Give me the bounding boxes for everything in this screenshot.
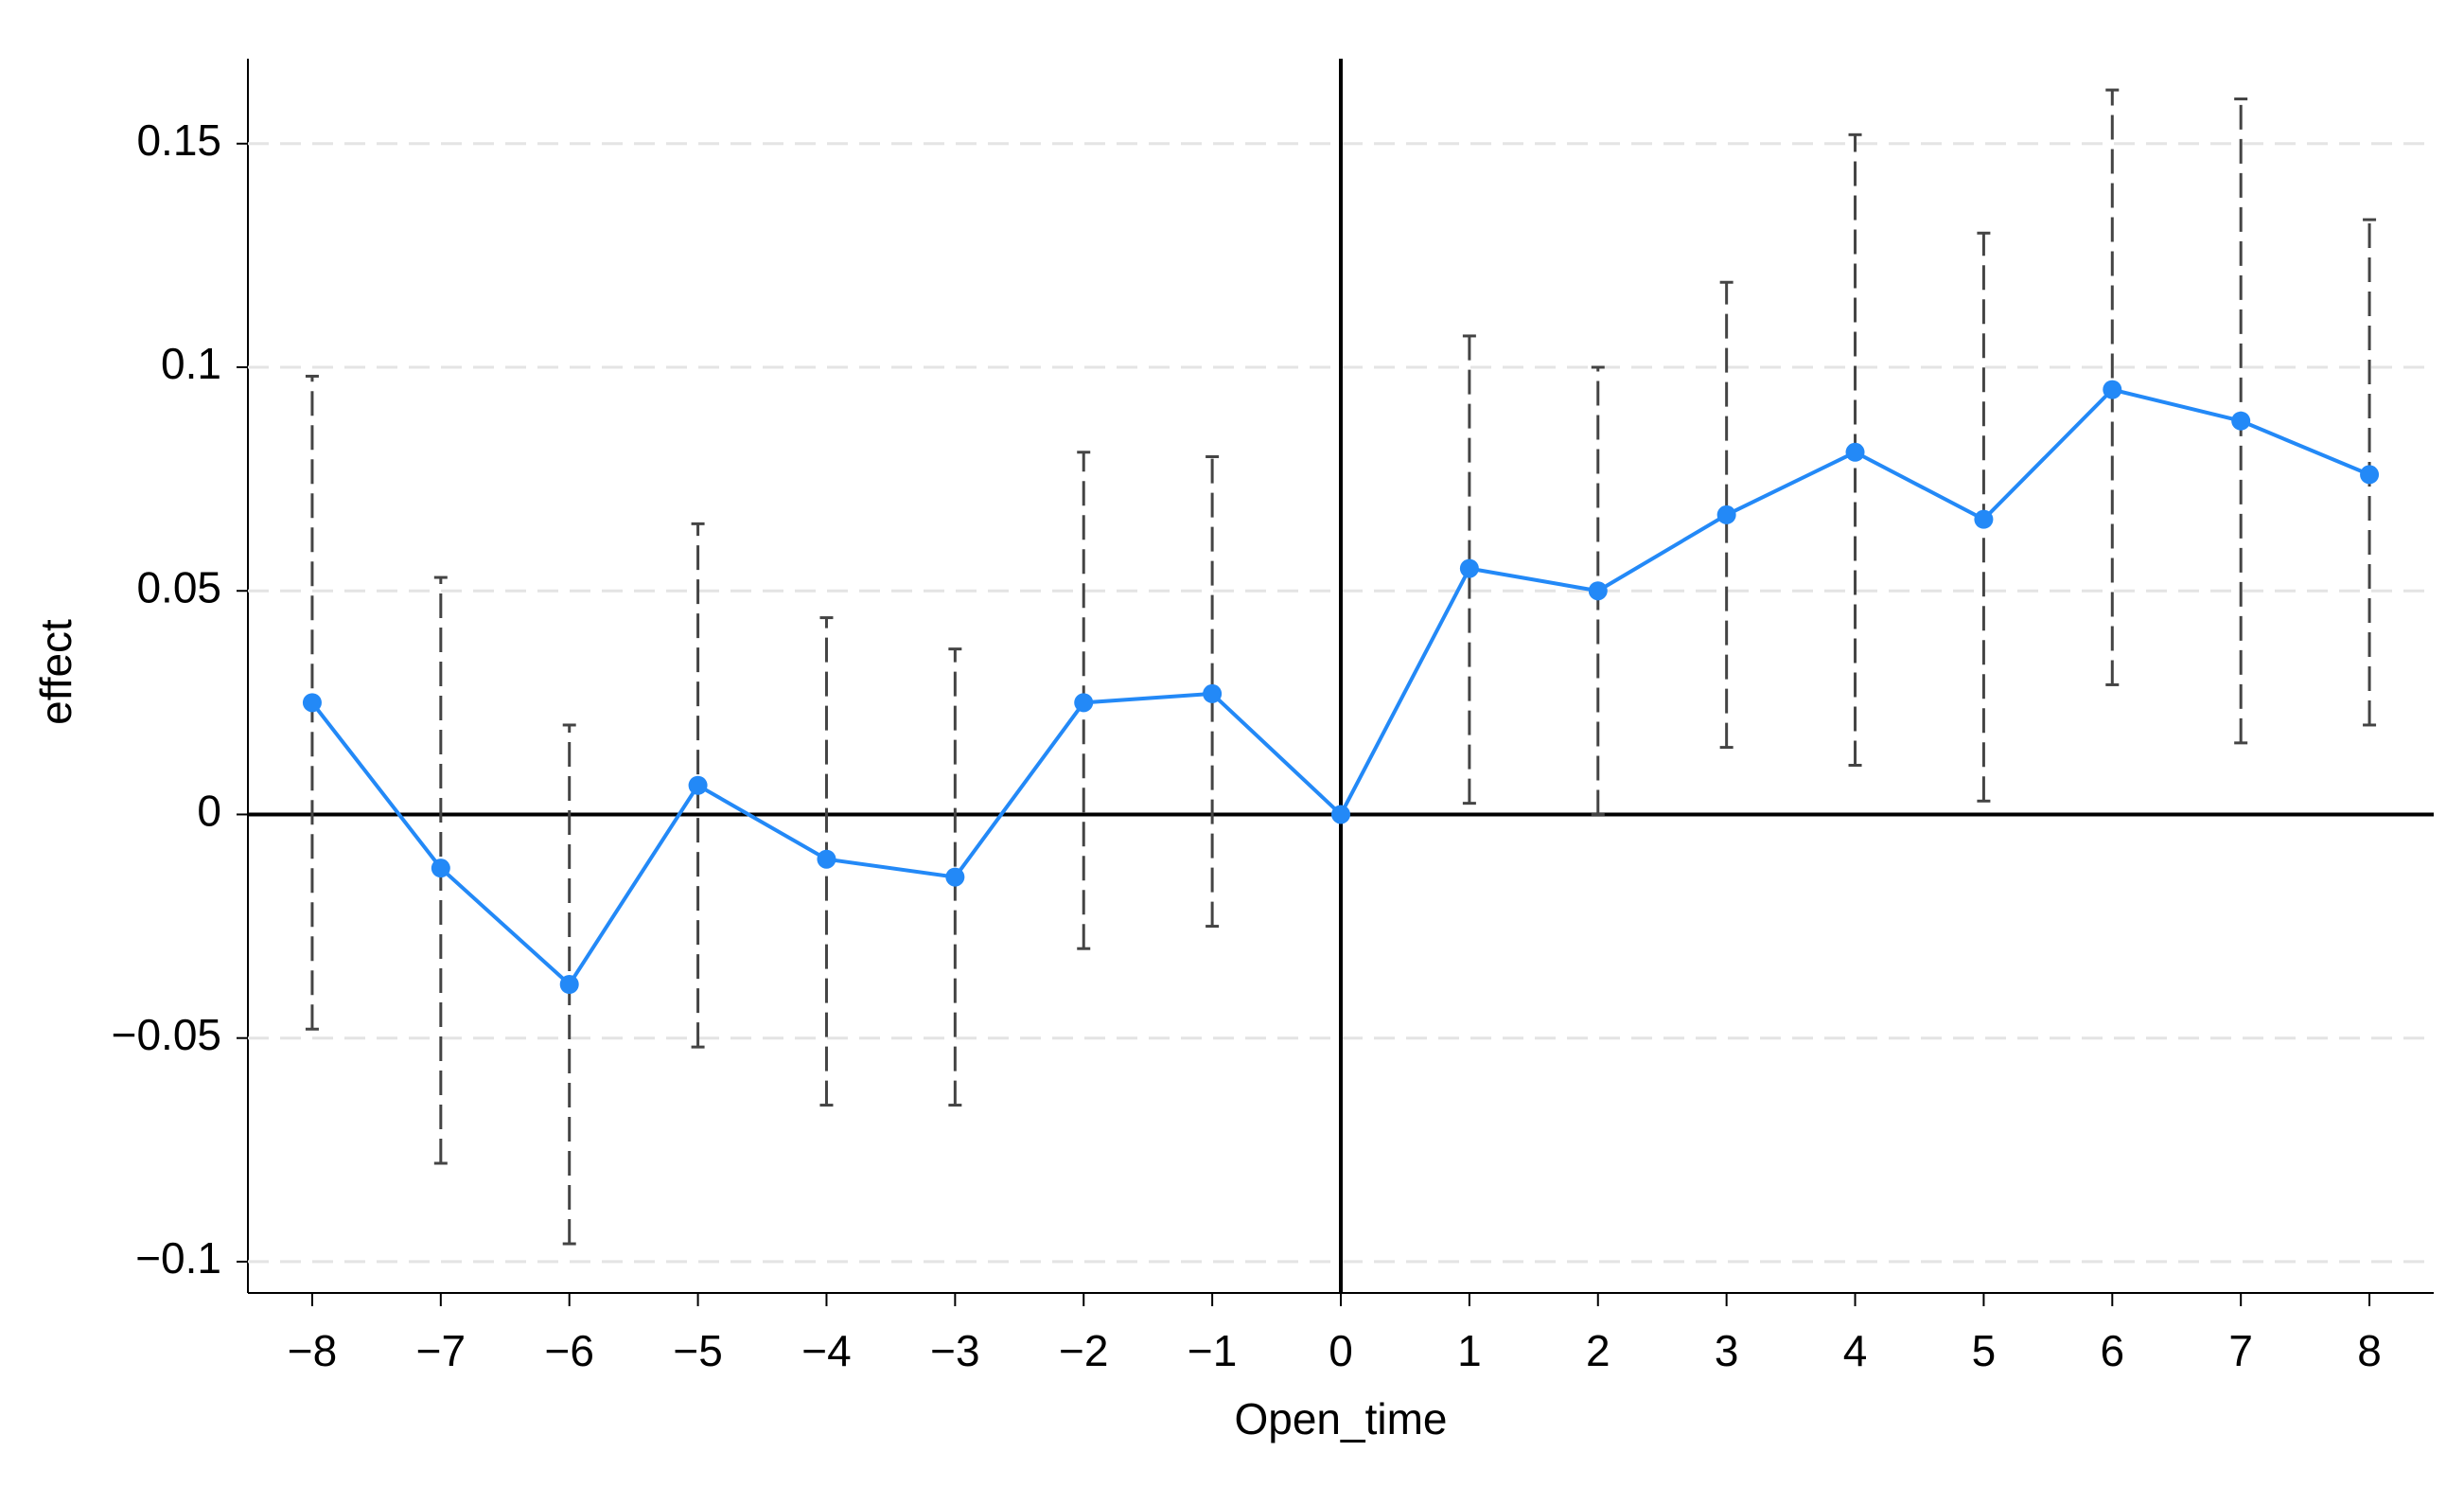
x-tick-label: 0 — [1329, 1326, 1353, 1375]
y-tick-label: 0 — [197, 787, 221, 836]
y-tick-label: 0.1 — [161, 339, 221, 388]
x-tick-label: −3 — [930, 1326, 979, 1375]
point — [1588, 581, 1608, 601]
x-tick-label: 4 — [1843, 1326, 1868, 1375]
x-tick-label: 8 — [2357, 1326, 2382, 1375]
point — [945, 867, 965, 887]
x-tick-label: −5 — [673, 1326, 722, 1375]
y-tick-label: 0.05 — [136, 562, 221, 611]
y-tick-label: −0.1 — [135, 1233, 221, 1283]
x-tick-label: 2 — [1586, 1326, 1610, 1375]
x-tick-label: 6 — [2100, 1326, 2124, 1375]
point — [302, 693, 322, 713]
point — [817, 849, 836, 869]
point — [688, 775, 708, 795]
point — [2360, 465, 2380, 485]
error-bar — [1462, 334, 1476, 805]
x-tick-label: −1 — [1188, 1326, 1237, 1375]
y-tick-label: 0.15 — [136, 115, 221, 165]
x-tick-label: −4 — [801, 1326, 851, 1375]
point — [2103, 380, 2122, 399]
y-axis-label: effect — [31, 619, 80, 725]
x-tick-label: 7 — [2228, 1326, 2253, 1375]
x-tick-label: 3 — [1715, 1326, 1739, 1375]
y-tick-label: −0.05 — [112, 1010, 221, 1059]
point — [1331, 805, 1350, 824]
x-axis-label: Open_time — [1234, 1394, 1447, 1443]
x-tick-label: −2 — [1059, 1326, 1108, 1375]
x-tick-label: −6 — [544, 1326, 593, 1375]
point — [1203, 683, 1223, 703]
point — [1845, 442, 1865, 462]
point — [2231, 411, 2251, 431]
error-bar — [1206, 454, 1220, 929]
point — [431, 859, 450, 878]
x-tick-label: 1 — [1457, 1326, 1482, 1375]
error-bar — [1719, 280, 1734, 750]
x-tick-label: −8 — [288, 1326, 337, 1375]
point — [1074, 693, 1094, 713]
x-tick-label: 5 — [1972, 1326, 1997, 1375]
point — [559, 975, 579, 994]
point — [1974, 509, 1994, 529]
point — [1716, 505, 1736, 524]
point — [1459, 558, 1479, 578]
x-tick-label: −7 — [416, 1326, 466, 1375]
error-bar — [2105, 88, 2120, 686]
